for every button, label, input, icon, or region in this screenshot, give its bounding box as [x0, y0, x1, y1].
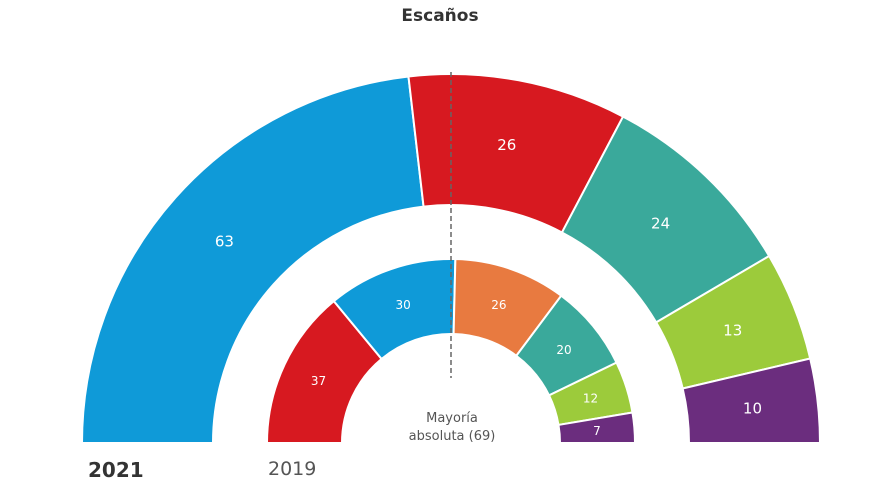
seat-label-2021-0: 63: [215, 232, 234, 250]
seat-segment-2019-5: [557, 411, 637, 444]
seat-label-2019-5: 7: [593, 424, 601, 438]
seat-label-2019-1: 30: [395, 298, 410, 312]
seat-label-2019-3: 20: [556, 343, 571, 357]
seat-label-2019-2: 26: [491, 298, 506, 312]
seat-label-2021-4: 10: [743, 399, 762, 417]
seat-label-2019-4: 12: [583, 392, 598, 406]
majority-label: Mayoría absoluta (69): [372, 410, 532, 446]
seat-label-2021-2: 24: [651, 215, 670, 233]
majority-label-line1: Mayoría: [426, 411, 478, 426]
chart-title: Escaños: [401, 6, 479, 26]
seat-label-2019-0: 37: [311, 374, 326, 388]
year-label-2021: 2021: [88, 458, 144, 482]
year-label-2019: 2019: [268, 458, 317, 480]
seat-label-2021-1: 26: [497, 136, 516, 154]
seat-label-2021-3: 13: [723, 321, 742, 339]
seat-segment-2021-0: [80, 75, 425, 444]
seat-segment-2021-4: [681, 357, 822, 444]
majority-label-line2: absoluta (69): [408, 429, 496, 444]
